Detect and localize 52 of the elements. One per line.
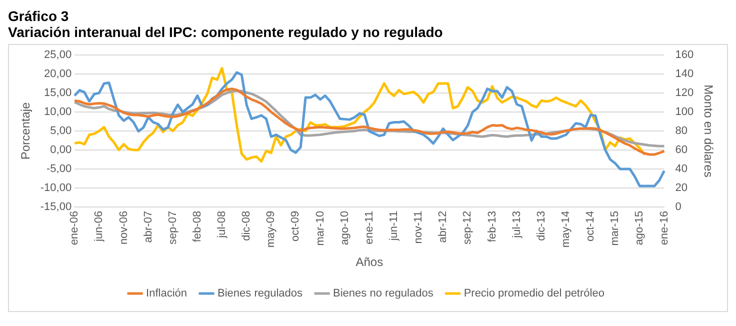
x-tick-label: feb-08 xyxy=(191,210,204,242)
y-tick-label: -10,00 xyxy=(40,182,72,194)
x-tick-label: dic-08 xyxy=(240,210,253,241)
y2-tick-label: 100 xyxy=(675,106,694,118)
x-tick-label: may-14 xyxy=(560,210,572,248)
x-tick-label: jun-06 xyxy=(93,210,106,242)
y2-tick-label: 160 xyxy=(675,49,694,62)
legend-label: Precio promedio del petróleo xyxy=(464,288,604,300)
x-tick-label: jul-13 xyxy=(510,210,523,239)
x-tick-label: ago-10 xyxy=(338,210,351,246)
x-tick-label: abr-12 xyxy=(437,210,450,243)
y-tick-label: 5,00 xyxy=(50,124,72,137)
y-tick-label: 10,00 xyxy=(44,106,72,118)
y2-tick-label: 20 xyxy=(675,182,688,194)
y2-tick-label: 0 xyxy=(675,200,682,213)
x-tick-label: mar-10 xyxy=(314,210,326,246)
x-tick-label: sep-07 xyxy=(166,210,179,245)
y2-tick-label: 140 xyxy=(675,68,694,80)
y-tick-label: 0,00 xyxy=(50,144,72,156)
legend-label: Bienes no regulados xyxy=(333,288,434,300)
y-tick-label: 25,00 xyxy=(44,49,72,62)
y2-axis-title: Monto en dólares xyxy=(701,84,716,178)
legend-label: Bienes regulados xyxy=(218,288,304,300)
chart-title: Gráfico 3 xyxy=(8,8,70,24)
y2-tick-label: 60 xyxy=(675,144,688,156)
x-tick-label: ene-16 xyxy=(658,210,670,246)
x-tick-label: oct-09 xyxy=(290,210,302,242)
x-tick-label: ago-15 xyxy=(634,210,646,246)
x-tick-label: ene-11 xyxy=(363,210,376,244)
y-tick-label: -5,00 xyxy=(46,162,72,175)
chart-subtitle: Variación interanual del IPC: componente regulado y no regulado xyxy=(8,24,444,41)
x-tick-label: sep-12 xyxy=(462,210,474,245)
x-tick-label: nov-06 xyxy=(118,210,130,245)
y-tick-label: -15,00 xyxy=(40,200,72,213)
x-tick-label: abr-07 xyxy=(142,210,154,243)
x-tick-label: nov-11 xyxy=(412,210,425,244)
x-tick-label: jul-08 xyxy=(216,210,228,239)
x-tick-label: may-09 xyxy=(265,210,278,248)
x-tick-label: mar-15 xyxy=(609,210,622,246)
y2-tick-label: 120 xyxy=(675,87,694,100)
x-tick-label: feb-13 xyxy=(486,210,498,242)
legend-label: Inflación xyxy=(146,288,188,300)
x-tick-label: dic-13 xyxy=(535,210,548,241)
x-tick-label: oct-14 xyxy=(584,210,597,242)
x-tick-label: ene-06 xyxy=(68,210,81,246)
y2-tick-label: 40 xyxy=(675,162,688,175)
y2-tick-label: 80 xyxy=(675,124,688,137)
x-tick-label: jun-11 xyxy=(388,210,400,242)
y-tick-label: 15,00 xyxy=(44,87,72,100)
y-axis-title: Porcentaje xyxy=(18,102,33,160)
x-axis-title: Años xyxy=(356,255,384,270)
y-tick-label: 20,00 xyxy=(44,68,72,80)
